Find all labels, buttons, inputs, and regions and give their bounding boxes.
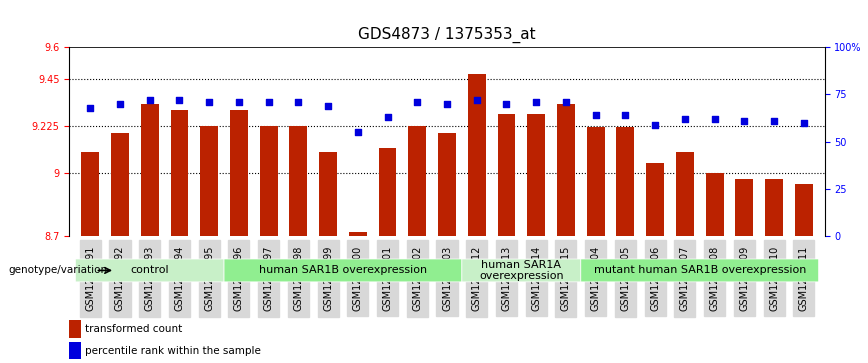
- Bar: [378, 148, 397, 236]
- Point: [500, 101, 514, 107]
- Point: [619, 112, 633, 118]
- Point: [351, 129, 365, 135]
- Point: [321, 103, 335, 109]
- Bar: [69, 342, 81, 359]
- Bar: [587, 127, 605, 236]
- Text: human SAR1B overexpression: human SAR1B overexpression: [259, 265, 427, 276]
- Text: percentile rank within the sample: percentile rank within the sample: [84, 346, 260, 356]
- Bar: [497, 114, 516, 236]
- Bar: [408, 126, 426, 236]
- Point: [83, 105, 97, 110]
- Bar: [646, 163, 664, 236]
- FancyBboxPatch shape: [224, 259, 462, 282]
- Bar: [527, 114, 545, 236]
- Text: transformed count: transformed count: [84, 324, 181, 334]
- Point: [559, 99, 573, 105]
- Point: [648, 122, 662, 127]
- Point: [113, 101, 127, 107]
- Bar: [230, 110, 248, 236]
- Point: [470, 97, 483, 103]
- Bar: [69, 320, 81, 338]
- Bar: [706, 173, 724, 236]
- Bar: [260, 126, 278, 236]
- FancyBboxPatch shape: [76, 259, 224, 282]
- Text: control: control: [130, 265, 169, 276]
- Point: [738, 118, 752, 124]
- Point: [797, 120, 811, 126]
- FancyBboxPatch shape: [581, 259, 819, 282]
- Point: [767, 118, 781, 124]
- Bar: [201, 126, 218, 236]
- Bar: [468, 74, 486, 236]
- Bar: [557, 104, 575, 236]
- Bar: [676, 152, 694, 236]
- Bar: [82, 152, 99, 236]
- Point: [678, 116, 692, 122]
- Text: genotype/variation: genotype/variation: [9, 265, 108, 276]
- Bar: [349, 232, 367, 236]
- Text: mutant human SAR1B overexpression: mutant human SAR1B overexpression: [594, 265, 806, 276]
- Point: [589, 112, 602, 118]
- Bar: [111, 133, 129, 236]
- Point: [529, 99, 543, 105]
- Bar: [438, 133, 456, 236]
- Point: [232, 99, 246, 105]
- Bar: [289, 126, 307, 236]
- Point: [261, 99, 275, 105]
- Point: [202, 99, 216, 105]
- Point: [411, 99, 424, 105]
- Bar: [765, 179, 783, 236]
- Bar: [141, 104, 159, 236]
- Point: [380, 114, 394, 120]
- Point: [173, 97, 187, 103]
- Point: [440, 101, 454, 107]
- FancyBboxPatch shape: [462, 259, 581, 282]
- Point: [707, 116, 721, 122]
- Bar: [735, 179, 753, 236]
- Point: [142, 97, 156, 103]
- Bar: [319, 152, 337, 236]
- Bar: [170, 110, 188, 236]
- Title: GDS4873 / 1375353_at: GDS4873 / 1375353_at: [358, 27, 536, 43]
- Bar: [616, 127, 635, 236]
- Text: human SAR1A
overexpression: human SAR1A overexpression: [479, 260, 563, 281]
- Point: [292, 99, 306, 105]
- Bar: [795, 184, 812, 236]
